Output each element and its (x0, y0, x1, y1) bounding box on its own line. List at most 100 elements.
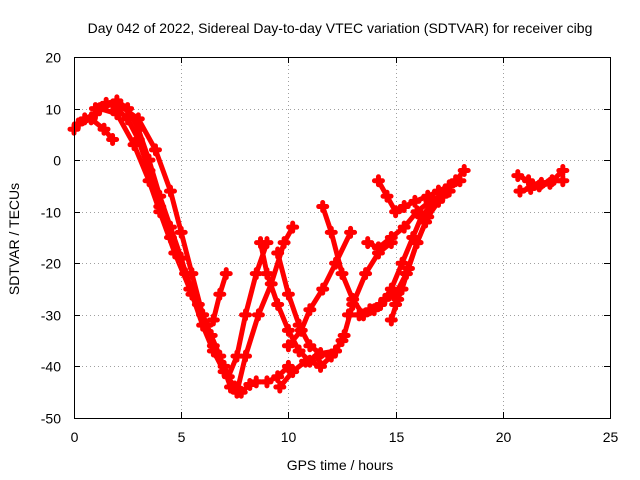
data-point (344, 225, 358, 239)
data-point (191, 298, 205, 312)
data-point (384, 231, 398, 244)
data-point (206, 313, 220, 327)
data-point (277, 236, 291, 250)
chart-title: Day 042 of 2022, Sidereal Day-to-day VTE… (88, 20, 593, 36)
data-point (359, 267, 373, 281)
data-point (363, 303, 377, 317)
data-point (178, 267, 192, 281)
series-track-18-markers (513, 174, 570, 198)
series-track-6-markers (206, 267, 233, 327)
data-point (397, 220, 411, 234)
x-tick-label: 5 (178, 429, 186, 445)
data-point (271, 298, 285, 312)
data-point (131, 133, 145, 147)
x-tick-label: 10 (281, 429, 297, 445)
axis-ticks (74, 57, 611, 419)
series-track-16-markers (384, 267, 413, 327)
data-point (329, 344, 343, 358)
data-point (534, 176, 548, 190)
series-track-12 (345, 188, 448, 318)
data-point (260, 375, 274, 389)
data-point (121, 112, 135, 126)
y-tick-label: -50 (41, 411, 61, 427)
data-point (449, 174, 463, 188)
data-point (395, 256, 409, 270)
data-point (436, 189, 450, 203)
data-point (148, 143, 162, 157)
data-point (391, 292, 405, 306)
series-track-4-markers (110, 102, 214, 332)
data-point (93, 102, 107, 116)
data-point (303, 303, 317, 317)
y-tick-labels: 20 10 0 -10 -20 -30 -40 -50 (41, 50, 61, 427)
data-point (303, 339, 317, 353)
data-point (371, 241, 385, 255)
data-point (346, 292, 360, 306)
data-point (335, 267, 349, 281)
x-tick-label: 20 (496, 429, 512, 445)
y-tick-label: -30 (41, 308, 61, 324)
plot-frame (74, 57, 611, 419)
data-point (397, 200, 411, 214)
data-point (271, 370, 285, 384)
series-track-14-markers (361, 163, 471, 255)
data-point (408, 194, 422, 208)
data-point (84, 112, 98, 126)
data-point (273, 380, 287, 394)
data-point (239, 308, 253, 322)
x-tick-label: 25 (603, 429, 619, 445)
data-point (380, 189, 394, 203)
data-point (556, 174, 570, 188)
data-point (389, 205, 403, 219)
data-point (163, 184, 177, 198)
data-point (251, 308, 265, 322)
data-point (399, 267, 413, 281)
data-point (249, 375, 263, 389)
x-axis-label: GPS time / hours (287, 457, 394, 473)
data-point (249, 267, 263, 281)
data-point (286, 365, 300, 379)
data-point (271, 246, 285, 260)
y-tick-label: -20 (41, 256, 61, 272)
data-point (410, 205, 424, 219)
data-point (374, 298, 388, 312)
data-point (337, 328, 351, 342)
data-point (524, 182, 538, 196)
data-point (106, 133, 120, 147)
data-point (513, 184, 527, 198)
data-point (324, 225, 338, 239)
data-point (97, 122, 111, 136)
y-tick-label: -40 (41, 359, 61, 375)
series-track-5-markers (71, 112, 120, 147)
series-track-9 (277, 240, 394, 390)
x-tick-label: 15 (389, 429, 405, 445)
data-point (281, 339, 295, 353)
data-point (314, 359, 328, 373)
data-point (371, 174, 385, 188)
data-point (341, 308, 355, 322)
data-series (67, 94, 570, 399)
data-point (299, 354, 313, 368)
y-tick-label: 0 (53, 153, 61, 169)
data-point (219, 267, 233, 281)
data-point (281, 287, 295, 301)
data-point (419, 215, 433, 229)
data-point (311, 349, 325, 363)
data-point (110, 102, 124, 116)
y-axis-label: SDTVAR / TECUs (6, 183, 22, 295)
data-point (545, 174, 559, 188)
data-point (286, 220, 300, 234)
data-point (281, 323, 295, 337)
data-point (511, 169, 525, 183)
data-point (131, 112, 145, 126)
data-point (384, 282, 398, 296)
data-point (410, 236, 424, 250)
data-point (361, 236, 375, 250)
data-point (316, 200, 330, 214)
x-tick-labels: 0 5 10 15 20 25 (71, 429, 619, 445)
data-point (71, 117, 85, 131)
data-point (352, 308, 366, 322)
data-point (163, 231, 177, 244)
data-point (254, 236, 268, 250)
